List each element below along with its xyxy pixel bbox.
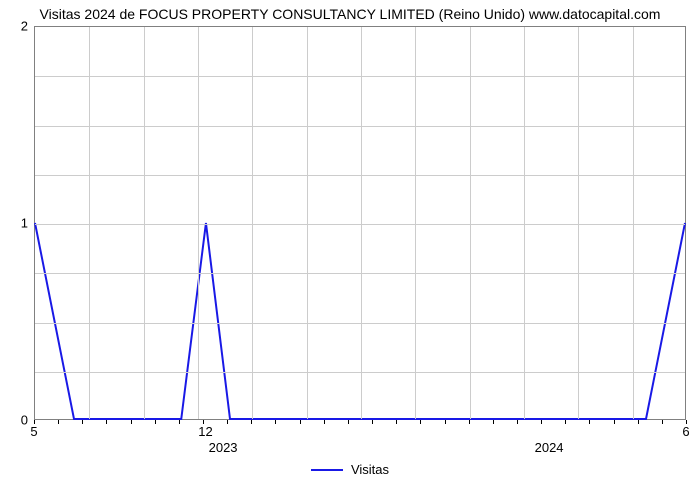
x-secondary-label: 2023	[209, 440, 238, 455]
x-minor-tick	[614, 420, 615, 424]
x-minor-tick	[34, 420, 35, 424]
x-minor-tick	[58, 420, 59, 424]
x-minor-tick	[324, 420, 325, 424]
x-minor-tick	[106, 420, 107, 424]
x-minor-tick	[131, 420, 132, 424]
x-minor-tick	[275, 420, 276, 424]
gridline-vertical	[361, 27, 362, 419]
x-minor-tick	[517, 420, 518, 424]
gridline-vertical	[144, 27, 145, 419]
y-tick-label: 2	[12, 19, 28, 34]
gridline-vertical	[198, 27, 199, 419]
x-minor-tick	[227, 420, 228, 424]
gridline-vertical	[470, 27, 471, 419]
x-tick-label: 12	[198, 424, 212, 439]
gridline-vertical	[524, 27, 525, 419]
x-minor-tick	[155, 420, 156, 424]
gridline-horizontal	[35, 224, 685, 225]
x-minor-tick	[565, 420, 566, 424]
x-minor-tick	[300, 420, 301, 424]
gridline-horizontal	[35, 372, 685, 373]
x-tick-label: 5	[30, 424, 37, 439]
x-minor-tick	[662, 420, 663, 424]
gridline-vertical	[252, 27, 253, 419]
x-minor-tick	[541, 420, 542, 424]
x-minor-tick	[203, 420, 204, 424]
series-line	[35, 223, 685, 419]
x-minor-tick	[469, 420, 470, 424]
plot-area	[34, 26, 686, 420]
gridline-horizontal	[35, 175, 685, 176]
legend-label: Visitas	[351, 462, 389, 477]
x-minor-tick	[589, 420, 590, 424]
gridline-horizontal	[35, 76, 685, 77]
x-minor-tick	[420, 420, 421, 424]
x-minor-tick	[348, 420, 349, 424]
x-tick-label: 6	[682, 424, 689, 439]
legend-line	[311, 469, 343, 471]
x-secondary-label: 2024	[535, 440, 564, 455]
gridline-vertical	[633, 27, 634, 419]
legend: Visitas	[0, 462, 700, 477]
gridline-vertical	[89, 27, 90, 419]
gridline-horizontal	[35, 323, 685, 324]
x-minor-tick	[179, 420, 180, 424]
x-minor-tick	[251, 420, 252, 424]
gridline-horizontal	[35, 126, 685, 127]
gridline-vertical	[578, 27, 579, 419]
x-minor-tick	[686, 420, 687, 424]
y-tick-label: 0	[12, 413, 28, 428]
x-minor-tick	[372, 420, 373, 424]
x-minor-tick	[396, 420, 397, 424]
gridline-vertical	[307, 27, 308, 419]
x-minor-tick	[493, 420, 494, 424]
gridline-horizontal	[35, 273, 685, 274]
x-minor-tick	[445, 420, 446, 424]
chart-title: Visitas 2024 de FOCUS PROPERTY CONSULTAN…	[0, 6, 700, 22]
line-chart-svg	[35, 27, 685, 419]
gridline-vertical	[415, 27, 416, 419]
x-minor-tick	[638, 420, 639, 424]
x-minor-tick	[82, 420, 83, 424]
y-tick-label: 1	[12, 216, 28, 231]
